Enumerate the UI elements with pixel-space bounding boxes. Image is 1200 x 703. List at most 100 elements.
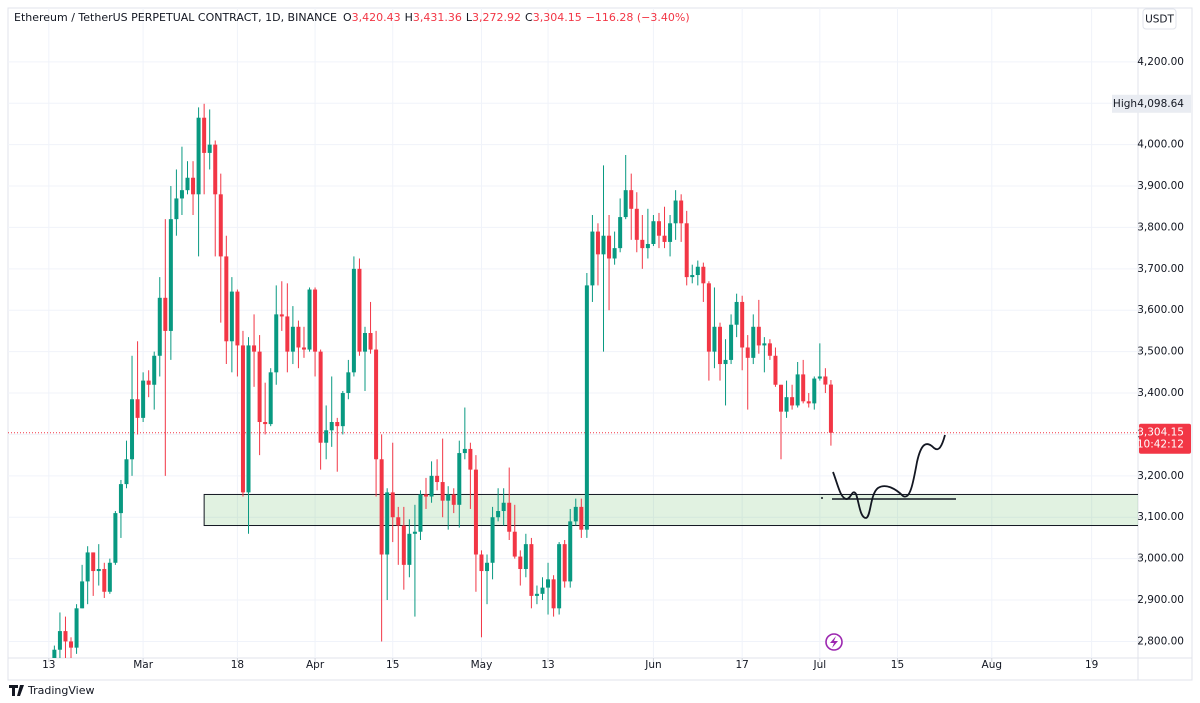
ohlc-key: C: [525, 11, 533, 24]
candle-body: [191, 177, 196, 195]
candle-body: [546, 579, 551, 588]
candle-body: [562, 544, 567, 582]
candle-body: [607, 235, 612, 259]
candle-body: [496, 511, 501, 518]
candle-body: [706, 283, 711, 352]
candle-body: [163, 297, 168, 331]
candle-body: [812, 378, 817, 404]
candle-body: [263, 422, 268, 425]
x-tick-label: 13: [541, 659, 554, 671]
candle-body: [74, 608, 79, 648]
candle-body: [451, 494, 456, 505]
candle-body: [518, 556, 523, 569]
candle-body: [668, 223, 673, 242]
frame: [7, 7, 1193, 681]
alert-icon[interactable]: [825, 633, 843, 651]
high-tag-bg: [1139, 94, 1191, 113]
candle-body: [790, 397, 795, 406]
y-tick-label: 3,700.00: [1137, 263, 1184, 275]
candle-body: [301, 347, 306, 350]
candle-body: [679, 200, 684, 224]
candle-body: [335, 422, 340, 427]
candle-body: [290, 326, 295, 352]
candle-body: [817, 376, 822, 379]
candle-body: [612, 248, 617, 259]
candle-body: [590, 231, 595, 286]
candle-body: [57, 631, 62, 650]
candle-body: [85, 552, 90, 582]
ohlc-value: 3,420.43: [352, 11, 401, 24]
candle-body: [618, 217, 623, 249]
candle-body: [629, 190, 634, 209]
change: −116.28 (−3.40%): [586, 11, 690, 24]
last-price-value: 3,304.15: [1137, 427, 1184, 439]
axes: 2,800.00 2,900.00 3,000.00 3,100.00 3,200.00…: [42, 56, 1191, 671]
candle-body: [424, 494, 429, 497]
candle-body: [390, 492, 395, 518]
candle-body: [268, 372, 273, 425]
candle-body: [351, 268, 356, 373]
candle-body: [651, 221, 656, 244]
y-tick-label: 3,500.00: [1137, 346, 1184, 358]
candle-body: [318, 351, 323, 443]
candle-body: [523, 544, 528, 569]
candle-body: [828, 384, 833, 433]
candle-body: [723, 359, 728, 365]
candle-body: [412, 531, 417, 534]
currency-box[interactable]: [1142, 8, 1177, 30]
x-tick-label: May: [471, 659, 493, 671]
x-tick-label: 15: [891, 659, 904, 671]
candle-body: [69, 641, 74, 648]
candle-body: [656, 221, 661, 236]
y-tick-label: 3,400.00: [1137, 387, 1184, 399]
candle-body: [218, 194, 223, 257]
ohlc-key: H: [405, 11, 413, 24]
candle-body: [806, 401, 811, 404]
y-tick-label: 4,000.00: [1137, 139, 1184, 151]
candle-body: [740, 301, 745, 348]
candle-body: [401, 525, 406, 565]
candle-body: [168, 219, 173, 331]
candle-body: [479, 554, 484, 572]
candle-body: [96, 568, 101, 572]
candle-body: [224, 256, 229, 342]
candle-body: [673, 200, 678, 224]
candle-body: [551, 579, 556, 609]
candle-body: [568, 521, 573, 582]
x-tick-label: 17: [735, 659, 748, 671]
ohlc-value: 3,431.36: [413, 11, 462, 24]
candle-body: [102, 568, 107, 592]
candle-body: [540, 587, 545, 594]
candle-body: [462, 448, 467, 454]
brand-logo: [9, 685, 24, 696]
y-tick-label: 3,100.00: [1137, 511, 1184, 523]
candle-body: [717, 326, 722, 365]
candle-body: [307, 289, 312, 350]
candle-body: [179, 190, 184, 199]
zone-layer: [203, 493, 1138, 527]
ohlc-key: L: [466, 11, 473, 24]
candle-body: [512, 531, 517, 557]
candle-body: [396, 517, 401, 526]
candle-body: [174, 198, 179, 220]
candle-body: [202, 117, 207, 153]
x-tick-label: 15: [386, 659, 399, 671]
title: Ethereum / TetherUS PERPETUAL CONTRACT, …: [14, 11, 337, 24]
candle-body: [418, 494, 423, 532]
candle-body: [346, 372, 351, 394]
candle-body: [634, 208, 639, 240]
candle-body: [274, 314, 279, 373]
y-tick-label: 3,000.00: [1137, 553, 1184, 565]
candle-body: [329, 422, 334, 431]
candle-body: [501, 502, 506, 512]
high-tag-label-bg: [1112, 94, 1139, 113]
x-tick-label: 19: [1085, 659, 1098, 671]
candles: [8, 103, 1138, 658]
candle-body: [257, 351, 262, 423]
high-tag-label: High: [1113, 98, 1137, 110]
candle-body: [712, 326, 717, 352]
alert-bolt: [830, 636, 838, 648]
candle-body: [446, 494, 451, 501]
countdown: 10:42:12: [1137, 439, 1184, 451]
